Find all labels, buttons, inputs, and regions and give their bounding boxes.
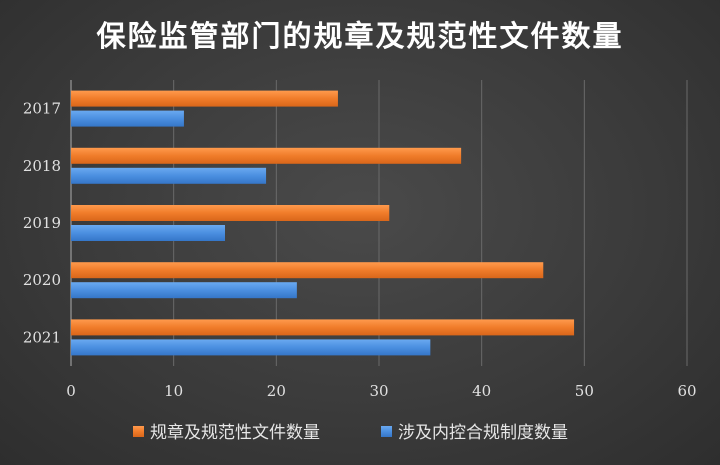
x-tick-label: 20 xyxy=(267,382,286,400)
x-tick-label: 0 xyxy=(66,382,76,400)
bar-internal-control-2017 xyxy=(71,110,184,127)
y-axis-ticks: 2017 2018 2019 2020 2021 xyxy=(23,100,61,347)
legend-label-series-1: 规章及规范性文件数量 xyxy=(150,423,320,443)
bar-regulations-2021 xyxy=(71,319,575,336)
legend-label-series-2: 涉及内控合规制度数量 xyxy=(398,423,568,443)
grid-lines xyxy=(70,80,688,366)
legend: 规章及规范性文件数量 涉及内控合规制度数量 xyxy=(133,423,568,443)
bar-regulations-2019 xyxy=(71,205,390,221)
legend-swatch-blue xyxy=(381,426,392,437)
x-axis-ticks: 0 10 20 30 40 50 60 xyxy=(66,382,696,400)
x-tick-label: 50 xyxy=(575,382,594,400)
x-tick-label: 60 xyxy=(677,382,696,400)
bar-internal-control-2018 xyxy=(71,167,267,184)
y-tick-label: 2020 xyxy=(23,271,61,289)
bar-regulations-2018 xyxy=(71,147,462,164)
bar-internal-control-2021 xyxy=(71,339,431,356)
x-tick-label: 30 xyxy=(369,382,388,400)
y-tick-label: 2018 xyxy=(23,157,61,175)
bar-regulations-2020 xyxy=(71,262,544,279)
chart-title: 保险监管部门的规章及规范性文件数量 xyxy=(95,19,623,53)
bars xyxy=(71,90,575,356)
y-tick-label: 2019 xyxy=(23,214,61,232)
y-tick-label: 2017 xyxy=(23,100,61,118)
bar-regulations-2017 xyxy=(71,90,338,107)
y-tick-label: 2021 xyxy=(23,328,61,346)
x-tick-label: 10 xyxy=(164,382,183,400)
legend-swatch-orange xyxy=(133,426,144,437)
x-tick-label: 40 xyxy=(472,382,491,400)
bar-internal-control-2019 xyxy=(71,225,225,241)
bar-internal-control-2020 xyxy=(71,282,297,299)
